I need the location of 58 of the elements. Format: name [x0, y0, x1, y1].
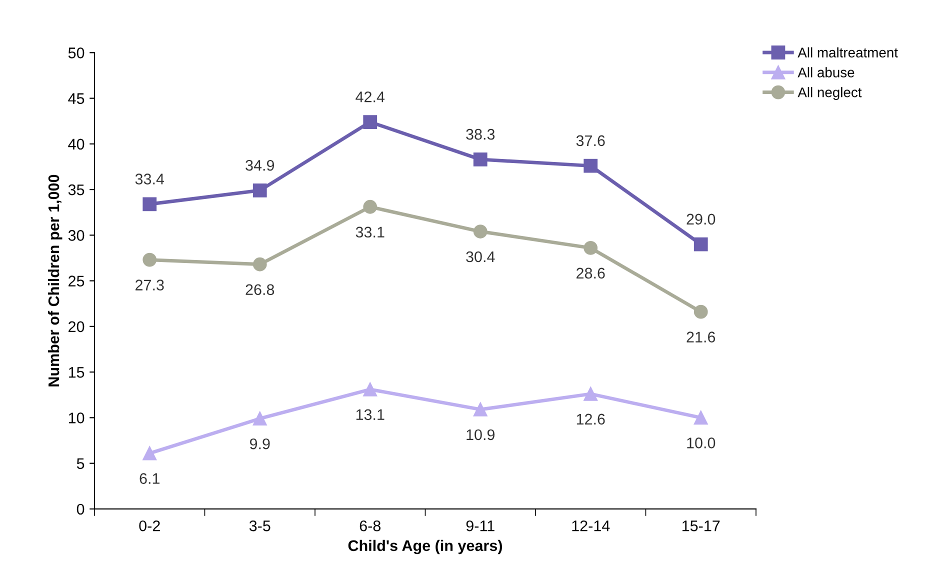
point [142, 197, 157, 212]
point [584, 241, 598, 255]
point [252, 412, 267, 426]
y-tick-label: 25 [68, 276, 84, 286]
y-tick-label: 45 [68, 93, 84, 104]
data-label: 21.6 [686, 332, 716, 342]
legend-label: All maltreatment [798, 47, 898, 58]
point [363, 200, 378, 214]
x-tick-label: 15-17 [682, 520, 720, 532]
point [694, 237, 708, 252]
point [584, 387, 598, 401]
data-label: 6.1 [140, 473, 160, 484]
point [694, 410, 708, 425]
point [584, 158, 598, 173]
legend-label: All neglect [798, 87, 862, 100]
data-label: 37.6 [576, 135, 605, 146]
y-tick-label: 30 [68, 230, 84, 241]
y-tick-label: 40 [68, 138, 84, 150]
point [142, 446, 157, 460]
point [252, 257, 267, 272]
data-label: 12.6 [576, 414, 605, 425]
data-label: 34.9 [246, 160, 274, 171]
y-tick-label: 0 [76, 504, 84, 515]
data-label: 10.0 [687, 438, 716, 448]
x-tick-label: 6-8 [360, 520, 380, 532]
point [694, 304, 708, 319]
point [473, 224, 488, 238]
data-label: 26.8 [246, 284, 274, 296]
legend-label: All abuse [798, 67, 854, 78]
data-label: 29.0 [686, 214, 716, 225]
point [252, 184, 267, 198]
y-tick-label: 10 [68, 412, 84, 424]
x-tick-label: 0-2 [139, 520, 160, 532]
y-tick-label: 20 [68, 321, 84, 332]
x-tick-label: 3-5 [249, 520, 270, 532]
point [473, 402, 488, 416]
y-axis-title: Number of Children per 1,000 [48, 174, 62, 386]
y-tick-label: 5 [76, 458, 84, 470]
y-tick-label: 35 [68, 184, 84, 196]
point [142, 252, 157, 267]
x-axis-title: Child's Age (in years) [348, 540, 502, 554]
data-label: 27.3 [136, 280, 164, 290]
point [363, 382, 378, 396]
data-label: 28.6 [576, 268, 605, 279]
data-label: 13.1 [356, 409, 384, 420]
x-tick-label: 9-11 [466, 520, 494, 532]
point [473, 152, 488, 166]
point [363, 115, 378, 129]
y-tick-label: 15 [68, 367, 84, 378]
data-label: 33.1 [356, 226, 384, 238]
data-label: 30.4 [466, 251, 495, 262]
data-label: 38.3 [466, 128, 495, 140]
data-label: 33.4 [135, 174, 164, 184]
data-label: 9.9 [250, 438, 270, 450]
y-tick-label: 50 [68, 48, 84, 58]
data-label: 10.9 [466, 429, 495, 440]
x-tick-label: 12-14 [572, 520, 610, 532]
data-label: 42.4 [356, 92, 385, 102]
